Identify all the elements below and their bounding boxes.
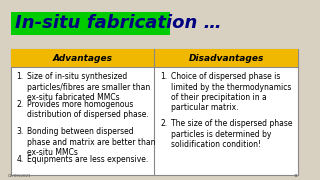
FancyBboxPatch shape [11, 12, 170, 35]
Text: Bonding between dispersed
phase and matrix are better than
ex-situ MMCs: Bonding between dispersed phase and matr… [28, 127, 156, 157]
Text: 1.: 1. [161, 72, 168, 81]
FancyBboxPatch shape [11, 49, 298, 175]
Text: 4.: 4. [17, 155, 24, 164]
Text: Equipments are less expensive.: Equipments are less expensive. [28, 155, 149, 164]
Text: 1.: 1. [17, 72, 24, 81]
Text: Disadvantages: Disadvantages [189, 54, 264, 63]
Text: 2.: 2. [161, 119, 168, 128]
Text: 2.: 2. [17, 100, 24, 109]
Text: Choice of dispersed phase is
limited by the thermodynamics
of their precipitatio: Choice of dispersed phase is limited by … [171, 72, 292, 112]
FancyBboxPatch shape [11, 49, 298, 67]
Text: In-situ fabrication …: In-situ fabrication … [15, 14, 222, 32]
Text: Advantages: Advantages [52, 54, 113, 63]
Text: 11: 11 [293, 174, 298, 178]
Text: Provides more homogenous
distribution of dispersed phase.: Provides more homogenous distribution of… [28, 100, 149, 119]
Text: 3.: 3. [17, 127, 24, 136]
Text: The size of the dispersed phase
particles is determined by
solidification condit: The size of the dispersed phase particle… [171, 119, 293, 149]
Text: 02/09/2021: 02/09/2021 [7, 174, 31, 178]
Text: Size of in-situ synthesized
particles/fibres are smaller than
ex-situ fabricated: Size of in-situ synthesized particles/fi… [28, 72, 151, 102]
